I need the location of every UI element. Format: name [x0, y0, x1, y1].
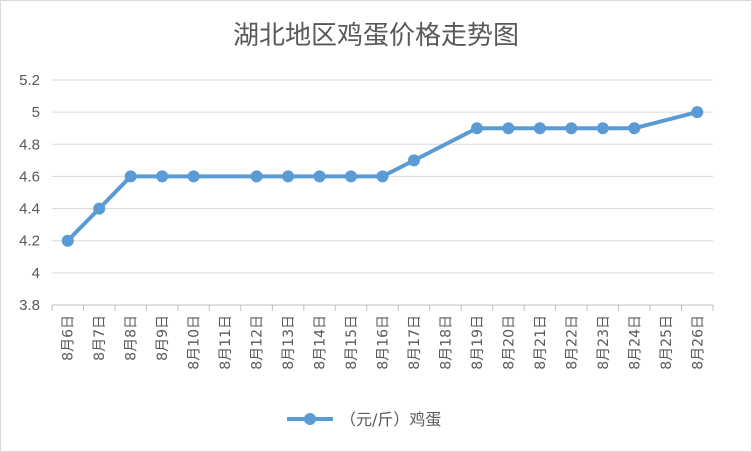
- x-tick-label: 8月12日: [250, 315, 266, 370]
- data-point: [691, 106, 704, 119]
- legend: （元/斤）鸡蛋: [287, 410, 441, 429]
- y-tick-label: 4.8: [19, 136, 40, 153]
- data-point: [250, 170, 263, 183]
- x-tick-label: 8月9日: [155, 315, 171, 361]
- data-point: [628, 122, 641, 135]
- x-tick-label: 8月20日: [501, 315, 517, 370]
- data-point: [470, 122, 483, 135]
- data-point: [156, 170, 169, 183]
- data-point: [345, 170, 358, 183]
- data-point: [596, 122, 609, 135]
- x-tick-label: 8月10日: [187, 315, 203, 370]
- series-layer: [61, 106, 704, 247]
- y-tick-label: 5.2: [19, 72, 40, 89]
- x-tick-label: 8月23日: [596, 315, 612, 370]
- data-point: [187, 170, 200, 183]
- x-tick-label: 8月7日: [92, 315, 108, 361]
- x-tick-label: 8月15日: [344, 315, 360, 370]
- x-tick-label: 8月18日: [438, 315, 454, 370]
- x-axis: 8月6日 8月7日 8月8日 8月9日 8月10日 8月11日 8月12日 8月13日 8月14…: [51, 304, 714, 370]
- data-point: [376, 170, 389, 183]
- x-tick-label: 8月6日: [61, 315, 77, 361]
- x-tick-label: 8月14日: [313, 315, 329, 370]
- data-point: [502, 122, 515, 135]
- legend-label: （元/斤）鸡蛋: [340, 410, 441, 429]
- data-point: [93, 202, 106, 215]
- legend-marker: [304, 413, 316, 425]
- data-point: [124, 170, 137, 183]
- chart-title: 湖北地区鸡蛋价格走势图: [233, 21, 519, 51]
- data-point: [533, 122, 546, 135]
- x-tick-label: 8月19日: [470, 315, 486, 370]
- gridlines: [52, 79, 713, 274]
- x-tick-label: 8月21日: [533, 315, 549, 370]
- data-point: [61, 234, 74, 247]
- x-tick-label: 8月22日: [564, 315, 580, 370]
- data-point: [313, 170, 326, 183]
- x-tick-label: 8月8日: [124, 315, 140, 361]
- x-tick-label: 8月13日: [281, 315, 297, 370]
- y-tick-label: 4: [32, 265, 40, 282]
- y-tick-label: 4.2: [19, 233, 40, 250]
- x-tick-label: 8月26日: [690, 315, 706, 370]
- y-tick-label: 4.6: [19, 168, 40, 185]
- x-tick-label: 8月24日: [627, 315, 643, 370]
- y-axis-ticks: 3.8 4 4.2 4.4 4.6 4.8 5 5.2: [19, 72, 40, 314]
- data-point: [407, 154, 420, 167]
- data-point: [565, 122, 578, 135]
- y-tick-label: 4.4: [19, 201, 40, 218]
- x-tick-label: 8月17日: [407, 315, 423, 370]
- x-tick-label: 8月11日: [218, 315, 234, 370]
- x-tick-label: 8月16日: [376, 315, 392, 370]
- y-tick-label: 5: [32, 104, 40, 121]
- data-point: [282, 170, 295, 183]
- y-tick-label: 3.8: [19, 297, 40, 314]
- x-tick-label: 8月25日: [659, 315, 675, 370]
